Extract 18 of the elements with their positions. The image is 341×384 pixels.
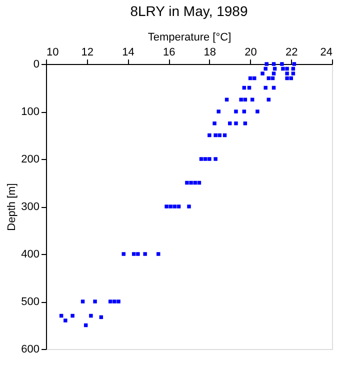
y-tick-label: 200 (21, 154, 40, 166)
y-axis-title: Depth [m] (6, 183, 18, 231)
x-tick-label: 18 (204, 46, 216, 58)
x-axis-title: Temperature [°C] (148, 32, 232, 44)
x-tick-label: 24 (320, 46, 332, 58)
x-tick-label: 16 (162, 46, 176, 58)
x-tick-label: 10 (46, 46, 59, 58)
y-tick-label: 400 (21, 248, 40, 260)
y-tick-label: 300 (21, 201, 40, 213)
x-tick-label: 22 (286, 46, 298, 58)
chart-title: 8LRY in May, 1989 (130, 3, 248, 19)
y-tick-label: 100 (21, 106, 40, 118)
y-tick-label: 500 (21, 296, 40, 308)
x-tick-label: 12 (81, 46, 94, 58)
y-tick-label: 0 (33, 58, 40, 70)
y-tick-label: 600 (21, 344, 40, 356)
x-tick-label: 14 (122, 46, 134, 58)
x-tick-label: 20 (244, 46, 257, 58)
